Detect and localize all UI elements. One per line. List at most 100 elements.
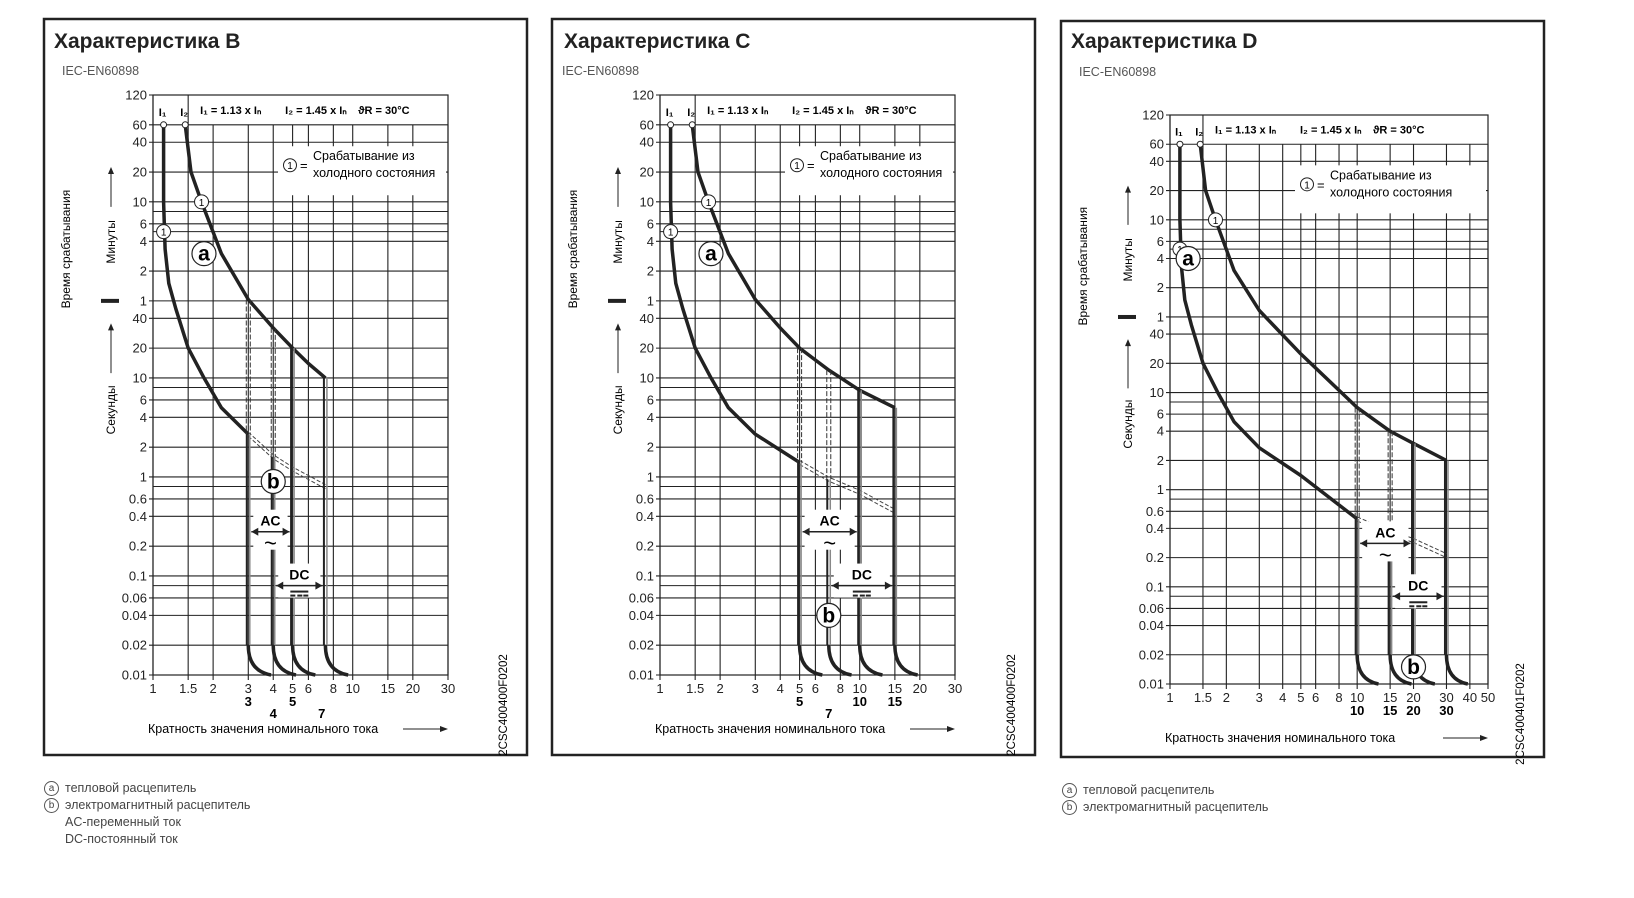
y-tick-label: 2 — [647, 440, 654, 455]
chart-frame — [550, 17, 1037, 757]
ac-label: AC — [1375, 524, 1395, 540]
dc-symbol-dash — [865, 594, 871, 597]
y-minutes-label: Минуты — [1121, 238, 1135, 281]
ac-symbol: ~ — [264, 531, 277, 556]
note-line2: холодного состояния — [820, 166, 942, 180]
thermal-extension-dashed — [1357, 516, 1447, 555]
marker-b-icon: b — [44, 798, 59, 814]
note-eq: = — [1317, 177, 1325, 192]
y-tick-label: 40 — [1150, 327, 1164, 342]
ac-label-bg — [804, 509, 855, 550]
x-tick-label: 20 — [406, 681, 420, 696]
y-tick-label: 20 — [640, 341, 654, 356]
i1-label: I₁ — [159, 107, 167, 119]
x-tick-label: 1.5 — [1194, 690, 1212, 705]
up-arrow-icon — [1125, 185, 1131, 193]
footnote-a-text: тепловой расцепитель — [1083, 783, 1215, 797]
y-minutes-label: Минуты — [104, 220, 118, 263]
y-seconds-label: Секунды — [1121, 400, 1135, 449]
y-tick-label: 20 — [133, 341, 147, 356]
up-arrow-icon — [615, 167, 621, 175]
formula-temp: ϑR = 30°C — [1373, 125, 1425, 137]
release-a-label: a — [1182, 247, 1194, 270]
note-line1: Срабатывание из — [1330, 168, 1432, 182]
y-tick-label: 2 — [647, 264, 654, 279]
chart-d: Характеристика DIEC-EN608981206040201064… — [1059, 19, 1546, 765]
thermal-curve-upper — [1198, 143, 1448, 463]
y-tick-label: 0.06 — [629, 590, 654, 605]
x-tick-label: 8 — [1335, 690, 1342, 705]
x-tick-label: 15 — [1383, 690, 1397, 705]
dc-symbol-icon — [1409, 601, 1428, 604]
thermal-extension-dashed — [1357, 520, 1447, 559]
y-tick-label: 4 — [647, 234, 654, 249]
y-minutes-label: Минуты — [611, 220, 625, 263]
y-tick-label: 4 — [1157, 251, 1164, 266]
y-tick-label: 6 — [647, 216, 654, 231]
formula-i1: I₁ = 1.13 x Iₙ — [707, 105, 769, 117]
y-axis-label: Время срабатывания — [566, 190, 580, 309]
bold-x-label: 3 — [245, 694, 252, 709]
note-circle-icon — [1300, 177, 1314, 192]
x-tick-label: 5 — [796, 681, 803, 696]
x-tick-label: 8 — [837, 681, 844, 696]
y-tick-label: 20 — [640, 165, 654, 180]
note-mark: 1 — [287, 161, 293, 172]
footnote-a-text: тепловой расцепитель — [65, 781, 197, 795]
unit-separator — [101, 298, 119, 303]
y-tick-label: 10 — [1150, 212, 1164, 227]
y-tick-label: 40 — [133, 311, 147, 326]
magnetic-tail — [797, 645, 823, 677]
bold-x-label: 7 — [825, 706, 832, 721]
release-b-label: b — [267, 470, 280, 493]
y-tick-label: 120 — [632, 88, 654, 103]
y-tick-label: 1 — [647, 293, 654, 308]
y-tick-label: 2 — [140, 440, 147, 455]
y-tick-label: 4 — [647, 410, 654, 425]
chart-title: Характеристика B — [54, 30, 240, 53]
x-tick-label: 30 — [948, 681, 962, 696]
dc-symbol-dash — [852, 594, 858, 597]
footnote-b-text: электромагнитный расцепитель — [65, 798, 251, 812]
i1-label: I₁ — [1175, 127, 1183, 139]
bold-x-label: 15 — [888, 694, 902, 709]
y-tick-label: 20 — [1150, 356, 1164, 371]
cold-start-marker-icon — [701, 194, 717, 210]
bold-x-label: 7 — [318, 706, 325, 721]
cold-start-mark: 1 — [199, 198, 205, 209]
dc-symbol-icon — [290, 590, 309, 593]
y-tick-label: 0.02 — [1139, 647, 1164, 662]
i1-point — [1176, 140, 1184, 148]
drawing-code: 2CSC400400F0202 — [498, 654, 510, 756]
x-tick-label: 15 — [381, 681, 395, 696]
i2-label: I₂ — [180, 107, 188, 119]
dc-symbol-dash — [290, 594, 296, 597]
y-tick-label: 1 — [1157, 482, 1164, 497]
y-tick-label: 60 — [640, 117, 654, 132]
y-tick-label: 1 — [647, 469, 654, 484]
footnotes-right: a тепловой расцепитель b электромагнитный … — [1062, 782, 1268, 816]
i1-point — [667, 121, 675, 129]
y-tick-label: 0.02 — [122, 638, 147, 653]
y-tick-label: 0.4 — [129, 509, 147, 524]
standard-label: IEC-EN60898 — [1079, 65, 1156, 79]
release-a-marker-icon — [191, 241, 217, 267]
x-tick-label: 3 — [752, 681, 759, 696]
note-line2: холодного состояния — [313, 166, 435, 180]
y-tick-label: 0.02 — [629, 638, 654, 653]
note-line2: холодного состояния — [1330, 185, 1452, 199]
x-tick-label: 5 — [289, 681, 296, 696]
y-tick-label: 0.4 — [636, 509, 654, 524]
formula-temp: ϑR = 30°C — [358, 105, 410, 117]
bold-x-label: 15 — [1383, 703, 1397, 718]
y-tick-label: 0.1 — [129, 568, 147, 583]
footnote-b: b электромагнитный расцепитель — [44, 797, 250, 814]
cold-start-mark: 1 — [668, 228, 674, 239]
magnetic-tail — [893, 645, 919, 677]
note-line1: Срабатывание из — [313, 149, 415, 163]
y-tick-label: 10 — [133, 194, 147, 209]
dc-symbol-dash — [859, 594, 865, 597]
magnetic-tail — [246, 645, 272, 677]
y-tick-label: 0.2 — [636, 539, 654, 554]
i1-point — [160, 121, 168, 129]
